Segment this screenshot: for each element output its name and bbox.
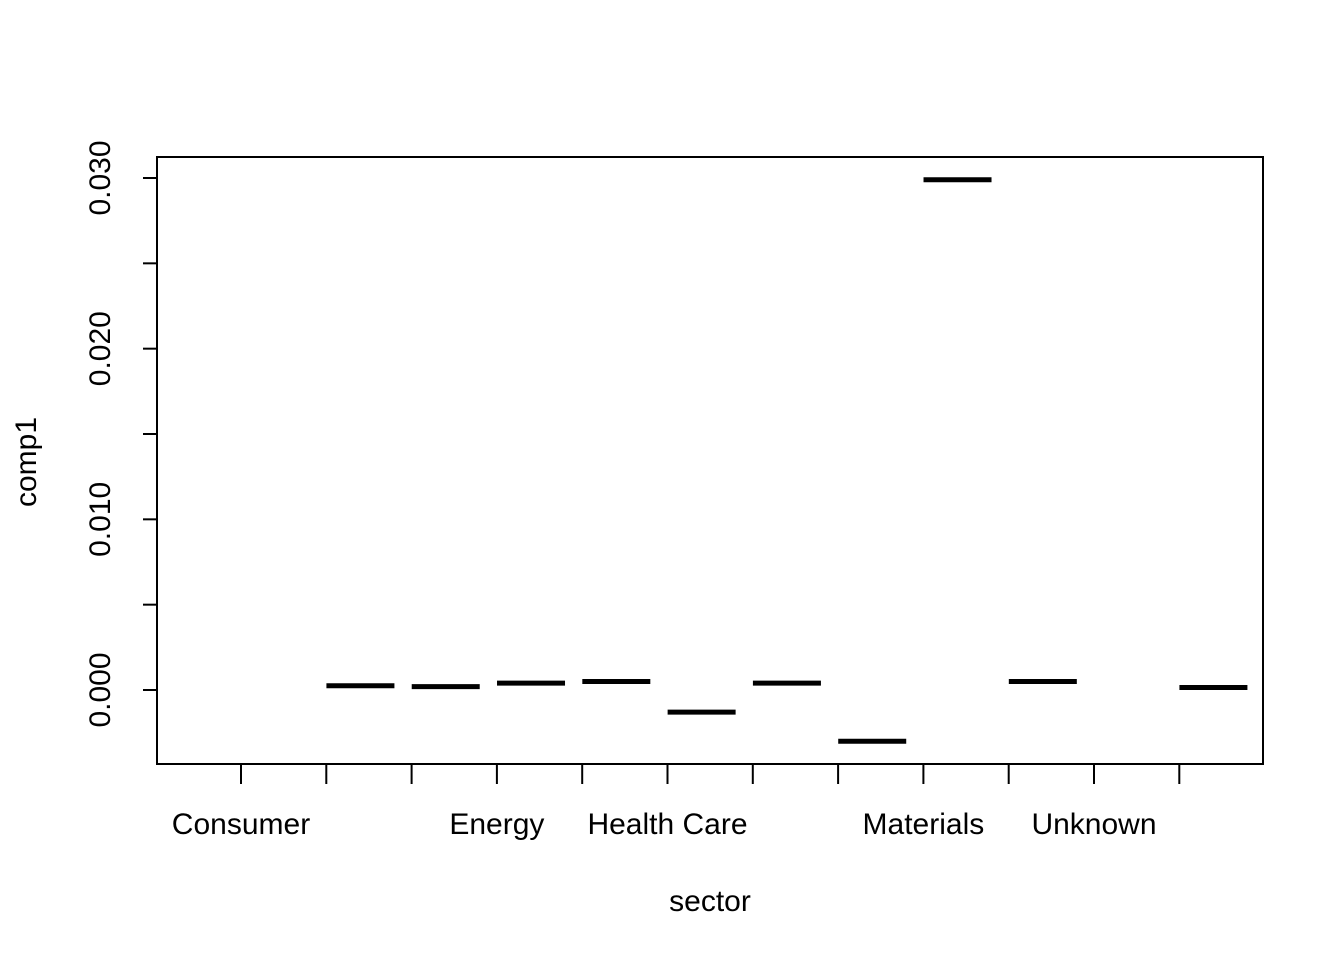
- y-tick-label-2: 0.020: [84, 311, 117, 386]
- y-axis: 0.000 0.010 0.020 0.030: [84, 140, 158, 728]
- x-tick-label-0: Consumer: [172, 808, 310, 841]
- x-tick-label-3: Materials: [863, 808, 985, 841]
- x-axis: Consumer Energy Health Care Materials Unknow…: [172, 763, 1181, 841]
- x-tick-label-2: Health Care: [587, 808, 747, 841]
- chart-marks: [326, 177, 1248, 744]
- x-tick-label-4: Unknown: [1031, 808, 1156, 841]
- plot-frame: [156, 156, 1264, 765]
- y-axis-label: comp1: [10, 417, 43, 507]
- y-tick-label-1: 0.010: [84, 482, 117, 557]
- y-tick-label-3: 0.030: [84, 140, 117, 215]
- x-axis-label: sector: [669, 885, 751, 918]
- y-tick-label-0: 0.000: [84, 652, 117, 727]
- x-tick-label-1: Energy: [449, 808, 544, 841]
